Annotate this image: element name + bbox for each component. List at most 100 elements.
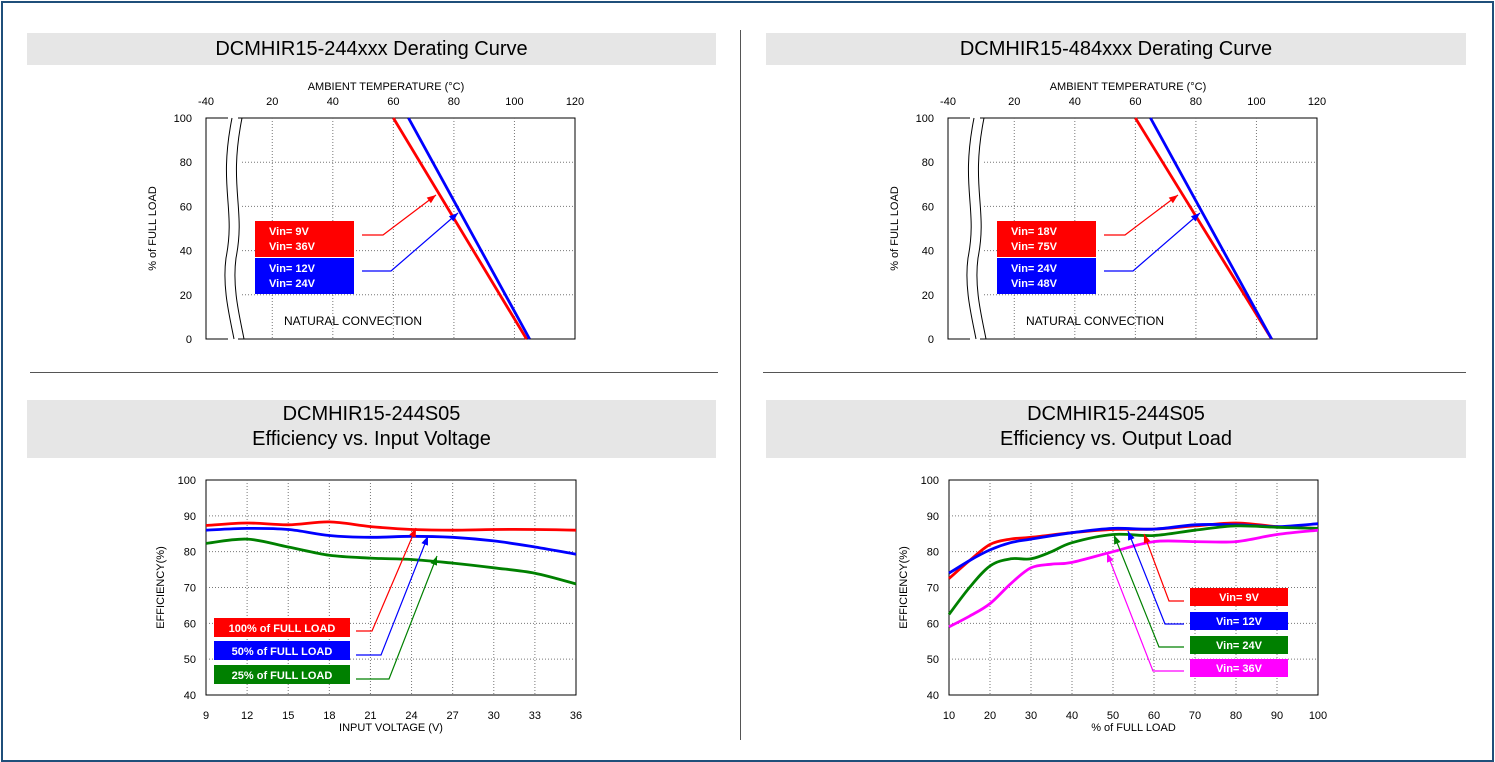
chart4-x-tick-label: 30 bbox=[1025, 710, 1037, 722]
chart3-callout-arrow-line bbox=[356, 527, 417, 632]
chart1-title: DCMHIR15-244xxx Derating Curve bbox=[27, 33, 716, 65]
chart3-callout-arrow-line bbox=[356, 555, 438, 680]
chart1-x-tick-label: 120 bbox=[566, 96, 584, 108]
chart2-x-axis-title: AMBIENT TEMPERATURE (°C) bbox=[1050, 81, 1207, 93]
chart3-x-tick-label: 21 bbox=[364, 710, 376, 722]
chart2-group: -40 20 40 60 80 100 120 0 20 40 60 80 100 AMBIENT TEM… bbox=[889, 81, 1326, 346]
chart2-legend-label: Vin= 48V bbox=[1011, 278, 1058, 290]
chart2-axis-break bbox=[966, 117, 977, 340]
chart1-callout-arrow-head bbox=[448, 213, 458, 222]
chart3-y-tick-label: 90 bbox=[184, 511, 196, 523]
chart4-callout-arrow-line bbox=[1127, 530, 1184, 625]
chart4-series-line bbox=[948, 528, 1319, 629]
chart4-callout-arrow-head bbox=[1107, 553, 1114, 563]
chart4-x-tick-label: 60 bbox=[1148, 710, 1160, 722]
chart3-x-tick-label: 27 bbox=[447, 710, 459, 722]
chart2-y-tick-label: 100 bbox=[916, 113, 934, 125]
chart1-y-tick-label: 40 bbox=[180, 246, 192, 258]
chart1-annotation: NATURAL CONVECTION bbox=[284, 314, 422, 328]
chart3-y-tick-label: 80 bbox=[184, 547, 196, 559]
chart4-group: 10 20 30 40 50 60 70 80 90 100 40 50 60 70 80 90 100 % of… bbox=[898, 475, 1327, 734]
chart3-group: 9 12 15 18 21 24 27 30 33 36 40 50 60 70 80 90 100 INPUT … bbox=[155, 475, 582, 734]
chart1-axis-break-gap bbox=[228, 117, 238, 340]
chart4-x-tick-label: 100 bbox=[1309, 710, 1327, 722]
chart3-x-tick-label: 36 bbox=[570, 710, 582, 722]
chart2-x-tick-label: -40 bbox=[940, 96, 956, 108]
chart2-axis-break-gap bbox=[970, 117, 980, 340]
chart3-title: DCMHIR15-244S05 bbox=[282, 403, 461, 425]
chart3-legend-label: 50% of FULL LOAD bbox=[232, 646, 333, 658]
chart3-legend-box bbox=[214, 665, 350, 684]
chart2-axis-break bbox=[976, 117, 987, 340]
chart4-y-tick-label: 80 bbox=[927, 547, 939, 559]
chart4-x-tick-label: 50 bbox=[1107, 710, 1119, 722]
chart4-x-tick-label: 10 bbox=[943, 710, 955, 722]
chart4-legend-box bbox=[1190, 636, 1288, 654]
chart2-y-tick-label: 0 bbox=[928, 334, 934, 346]
chart2-annotation: NATURAL CONVECTION bbox=[1026, 314, 1164, 328]
chart4-x-tick-label: 70 bbox=[1189, 710, 1201, 722]
chart1-x-tick-label: 60 bbox=[387, 96, 399, 108]
chart2-x-tick-label: 60 bbox=[1129, 96, 1141, 108]
chart4-y-axis-title: EFFICIENCY(%) bbox=[898, 546, 910, 629]
chart3-callout-arrow-head bbox=[409, 528, 416, 538]
chart3-x-tick-label: 9 bbox=[203, 710, 209, 722]
chart1-x-tick-label: 20 bbox=[266, 96, 278, 108]
chart4-legend-box bbox=[1190, 659, 1288, 677]
chart3-x-tick-label: 12 bbox=[241, 710, 253, 722]
chart4-y-tick-label: 90 bbox=[927, 511, 939, 523]
chart1-axis-break bbox=[234, 117, 245, 340]
chart4-y-tick-label: 40 bbox=[927, 690, 939, 702]
chart3-x-tick-label: 30 bbox=[488, 710, 500, 722]
chart1-x-axis-title: AMBIENT TEMPERATURE (°C) bbox=[308, 81, 465, 93]
chart4-legend-label: Vin= 36V bbox=[1216, 663, 1263, 675]
chart4-y-tick-label: 100 bbox=[921, 475, 939, 487]
chart2-y-tick-label: 20 bbox=[922, 290, 934, 302]
chart4-callout-arrow-line bbox=[1113, 534, 1184, 648]
chart2-x-tick-label: 100 bbox=[1247, 96, 1265, 108]
chart4-series-line bbox=[947, 524, 1319, 616]
chart3-series-line bbox=[205, 526, 577, 556]
chart2-x-tick-label: 80 bbox=[1190, 96, 1202, 108]
chart2-x-tick-label: 120 bbox=[1308, 96, 1326, 108]
chart2-y-tick-label: 60 bbox=[922, 201, 934, 213]
chart1-y-tick-label: 60 bbox=[180, 201, 192, 213]
chart3-y-tick-label: 60 bbox=[184, 618, 196, 630]
chart1-y-axis-title: % of FULL LOAD bbox=[147, 186, 159, 271]
chart4-y-tick-label: 70 bbox=[927, 583, 939, 595]
chart1-legend-label: Vin= 24V bbox=[269, 278, 316, 290]
divider-left bbox=[30, 372, 718, 373]
chart3-callout-arrow-head bbox=[430, 556, 437, 566]
chart1-y-tick-label: 0 bbox=[186, 334, 192, 346]
chart4-callout-arrow-line bbox=[1106, 552, 1184, 672]
chart4-title-block: DCMHIR15-244S05 Efficiency vs. Output Lo… bbox=[766, 400, 1466, 458]
chart3-x-tick-label: 18 bbox=[323, 710, 335, 722]
chart2-y-tick-label: 80 bbox=[922, 157, 934, 169]
chart3-legend-box bbox=[214, 641, 350, 660]
chart1-y-tick-label: 80 bbox=[180, 157, 192, 169]
chart2-series-line bbox=[1149, 117, 1273, 340]
chart4-legend-label: Vin= 12V bbox=[1216, 616, 1263, 628]
chart4-x-tick-label: 90 bbox=[1271, 710, 1283, 722]
chart3-legend-box bbox=[214, 618, 350, 637]
chart1-legend-label: Vin= 12V bbox=[269, 263, 316, 275]
chart4-callout-arrow-head bbox=[1143, 534, 1151, 544]
chart3-title-block: DCMHIR15-244S05 Efficiency vs. Input Vol… bbox=[27, 400, 716, 458]
chart4-subtitle: Efficiency vs. Output Load bbox=[1000, 428, 1232, 450]
chart1-y-tick-label: 100 bbox=[174, 113, 192, 125]
chart4-y-tick-label: 50 bbox=[927, 654, 939, 666]
chart1-series-line bbox=[407, 117, 531, 340]
chart2-legend-label: Vin= 75V bbox=[1011, 241, 1058, 253]
chart3-series-line bbox=[205, 520, 577, 532]
chart3-x-tick-label: 33 bbox=[529, 710, 541, 722]
chart3-y-tick-label: 70 bbox=[184, 583, 196, 595]
chart1-y-tick-label: 20 bbox=[180, 290, 192, 302]
chart1-x-tick-label: -40 bbox=[198, 96, 214, 108]
chart3-y-tick-label: 100 bbox=[178, 475, 196, 487]
divider-right bbox=[763, 372, 1466, 373]
chart2-series-line bbox=[1134, 117, 1273, 340]
chart2-callout-arrow-head bbox=[1190, 213, 1200, 222]
chart2-callout-arrow-head bbox=[1168, 195, 1178, 204]
chart4-x-axis-title: % of FULL LOAD bbox=[1091, 722, 1176, 734]
